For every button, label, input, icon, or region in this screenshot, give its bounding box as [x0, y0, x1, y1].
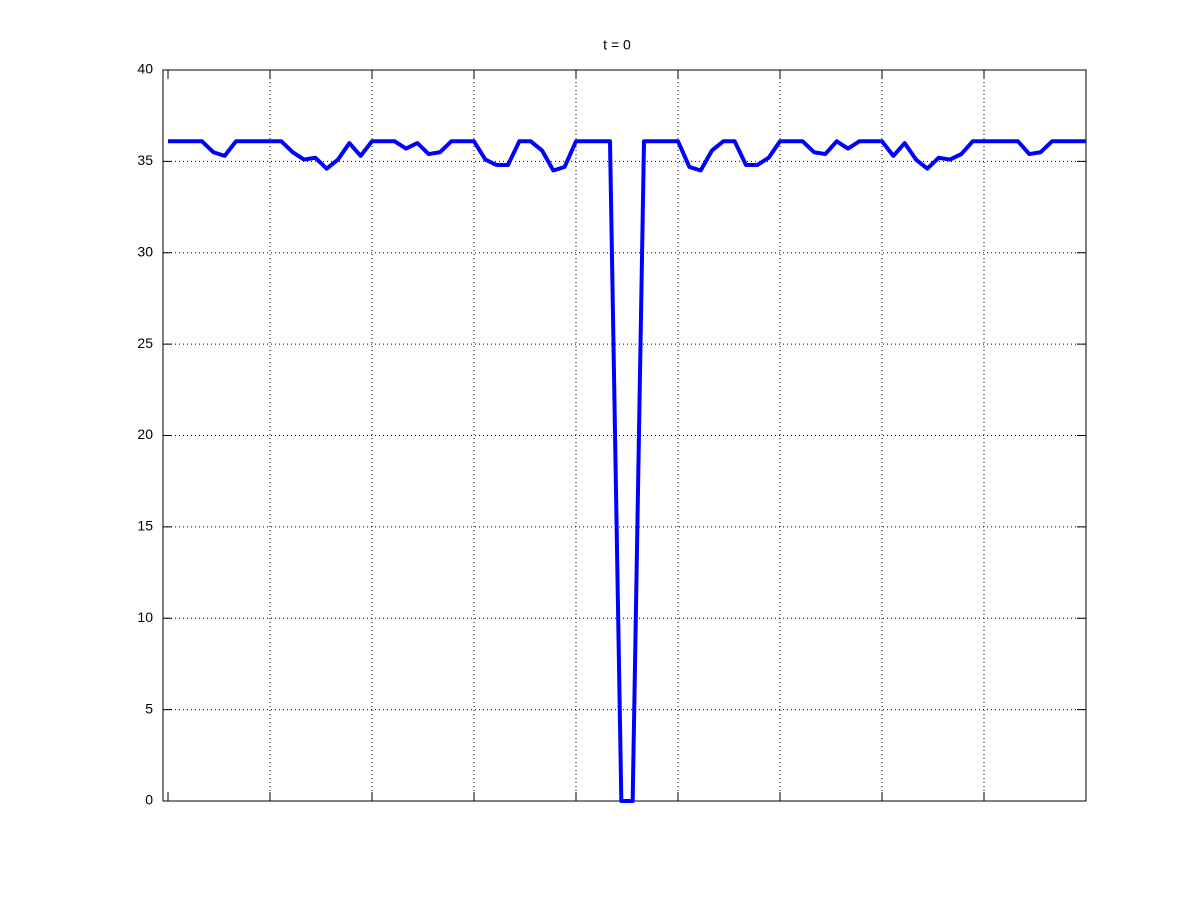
- y-tick-label: 35: [137, 152, 153, 168]
- y-tick-label: 10: [137, 609, 153, 625]
- y-tick-label: 15: [137, 518, 153, 534]
- chart-title: t = 0: [603, 37, 631, 53]
- y-tick-label: 0: [145, 792, 153, 808]
- y-tick-label: 20: [137, 426, 153, 442]
- y-tick-label: 25: [137, 335, 153, 351]
- data-line: [168, 139, 1086, 803]
- y-tick-label: 40: [137, 61, 153, 77]
- y-tick-label: 30: [137, 243, 153, 259]
- y-tick-label: 5: [145, 700, 153, 716]
